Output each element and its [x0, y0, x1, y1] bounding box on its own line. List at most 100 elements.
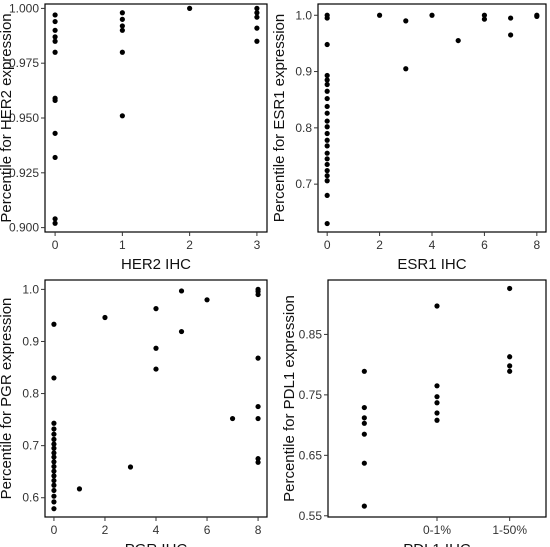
- pdl1-y-tick-label: 0.55: [299, 509, 323, 523]
- pgr-y-tick-label: 0.9: [22, 334, 39, 348]
- pgr-data-point: [51, 450, 57, 456]
- esr1-x-axis-title: ESR1 IHC: [397, 256, 466, 273]
- her2-data-point: [52, 220, 58, 226]
- her2-panel: 0.900 0.925 0.950 0.975 1.000 0 1 2 3 HER2 IHC Per…: [0, 1, 268, 273]
- pgr-data-point: [255, 291, 261, 298]
- pgr-y-tick-label: 1.0: [22, 282, 39, 296]
- her2-data-point: [187, 5, 193, 11]
- pgr-data-point: [51, 459, 57, 465]
- her2-data-point: [119, 16, 125, 22]
- pdl1-y-tick-label: 0.65: [299, 448, 323, 462]
- pgr-data-point: [51, 506, 57, 512]
- esr1-data-point: [324, 41, 330, 48]
- her2-data-point: [254, 14, 260, 20]
- pgr-data-point: [51, 454, 57, 460]
- esr1-y-axis-title: Percentile for ESR1 expression: [271, 14, 288, 222]
- pdl1-data-point: [507, 285, 513, 292]
- pgr-data-point: [153, 345, 159, 351]
- esr1-data-point: [324, 118, 330, 124]
- esr1-data-point: [324, 220, 330, 227]
- pgr-data-point: [51, 321, 57, 327]
- pdl1-y-axis-title: Percentile for PDL1 expression: [281, 295, 298, 502]
- esr1-data-point: [324, 88, 330, 94]
- esr1-data-point: [376, 12, 383, 18]
- esr1-data-point: [324, 81, 330, 88]
- pgr-x-tick-label: 0: [51, 523, 58, 537]
- pdl1-data-point: [434, 394, 440, 400]
- pgr-data-point: [178, 288, 185, 294]
- esr1-data-point: [403, 66, 409, 72]
- esr1-data-point: [324, 168, 330, 174]
- esr1-data-point: [324, 130, 330, 137]
- esr1-data-point: [324, 143, 330, 149]
- pgr-data-point: [255, 456, 261, 462]
- her2-y-tick-label: 1.000: [9, 1, 39, 15]
- pdl1-data-point: [361, 503, 367, 509]
- pgr-data-point: [255, 459, 261, 465]
- esr1-data-point: [324, 95, 330, 102]
- pgr-data-point: [51, 441, 57, 447]
- pgr-data-point: [51, 436, 57, 442]
- her2-data-point: [119, 49, 125, 55]
- pgr-data-point: [178, 328, 185, 335]
- pdl1-data-point: [361, 431, 367, 437]
- pdl1-data-point: [434, 410, 440, 416]
- esr1-data-point: [324, 156, 330, 162]
- esr1-data-point: [324, 173, 330, 179]
- pdl1-data-point: [434, 303, 440, 309]
- pgr-data-point: [51, 445, 57, 451]
- pgr-y-tick-label: 0.8: [22, 387, 39, 401]
- pgr-data-point: [51, 473, 57, 479]
- esr1-data-point: [403, 18, 409, 24]
- her2-plot-frame: [44, 3, 268, 233]
- her2-data-point: [52, 216, 58, 222]
- her2-y-tick-label: 0.925: [9, 166, 39, 180]
- esr1-x-tick-label: 6: [481, 238, 488, 252]
- pgr-x-tick-label: 4: [153, 523, 160, 537]
- her2-data-point: [52, 27, 58, 33]
- pdl1-x-tick-label: 1-50%: [492, 523, 527, 537]
- esr1-data-point: [324, 192, 330, 199]
- esr1-data-point: [324, 77, 330, 83]
- her2-data-point: [52, 12, 58, 18]
- esr1-data-point: [324, 137, 330, 143]
- pgr-x-tick-label: 6: [204, 523, 211, 537]
- her2-data-point: [119, 10, 125, 16]
- esr1-x-tick-label: 8: [533, 238, 540, 252]
- pgr-data-point: [51, 468, 57, 474]
- her2-data-point: [119, 27, 125, 33]
- pgr-data-point: [51, 499, 57, 505]
- esr1-x-tick-label: 2: [376, 238, 383, 252]
- pgr-data-point: [51, 431, 57, 437]
- esr1-data-point: [429, 12, 435, 18]
- her2-y-tick-label: 0.975: [9, 56, 39, 70]
- pgr-y-axis-title: Percentile for PGR expression: [0, 298, 15, 500]
- pgr-y-tick-label: 0.7: [22, 439, 39, 453]
- esr1-x-tick-label: 0: [324, 238, 331, 252]
- her2-x-tick-label: 3: [254, 238, 261, 252]
- her2-y-axis-title: Percentile for HER2 expression: [0, 13, 15, 222]
- pdl1-data-point: [434, 417, 440, 423]
- esr1-data-point: [324, 103, 330, 110]
- pdl1-data-point: [434, 383, 440, 389]
- esr1-data-point: [508, 15, 514, 21]
- esr1-panel: 0.7 0.8 0.9 1.0 0 2 4 6 8 ESR1 IHC Percentile for …: [271, 3, 547, 273]
- pdl1-data-point: [361, 368, 367, 374]
- pdl1-data-point: [507, 354, 513, 360]
- pgr-data-point: [255, 403, 261, 410]
- pgr-data-point: [102, 314, 108, 321]
- pdl1-data-point: [507, 368, 513, 374]
- pgr-data-point: [51, 482, 57, 488]
- pgr-data-point: [51, 420, 57, 426]
- esr1-data-point: [455, 37, 461, 44]
- esr1-y-tick-label: 0.8: [295, 121, 312, 135]
- esr1-data-point: [324, 124, 330, 130]
- pgr-panel: 0.6 0.7 0.8 0.9 1.0 0 2 4 6 8 PGR IHC Percentile fo…: [0, 279, 268, 547]
- pgr-data-point: [51, 375, 57, 381]
- her2-x-tick-label: 0: [52, 238, 59, 252]
- pgr-x-tick-label: 2: [102, 523, 109, 537]
- esr1-y-tick-label: 1.0: [295, 8, 312, 22]
- pgr-data-point: [76, 486, 83, 492]
- her2-data-point: [254, 5, 260, 11]
- esr1-data-point: [324, 150, 330, 156]
